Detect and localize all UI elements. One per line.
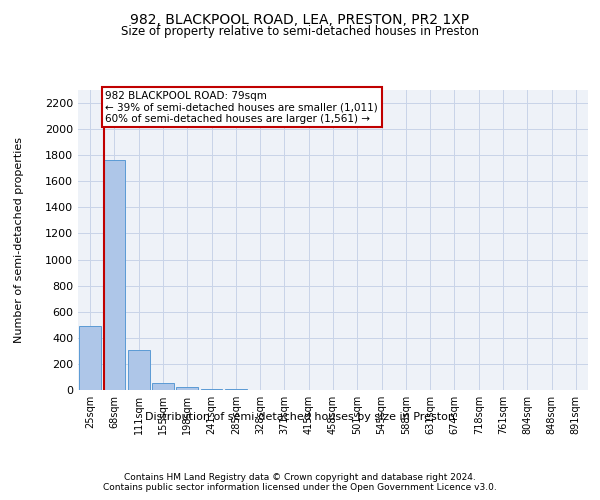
Text: Size of property relative to semi-detached houses in Preston: Size of property relative to semi-detach… bbox=[121, 25, 479, 38]
Text: Contains HM Land Registry data © Crown copyright and database right 2024.: Contains HM Land Registry data © Crown c… bbox=[124, 472, 476, 482]
Bar bbox=[128, 350, 149, 390]
Bar bbox=[200, 388, 223, 390]
Bar bbox=[79, 326, 101, 390]
Text: 982 BLACKPOOL ROAD: 79sqm
← 39% of semi-detached houses are smaller (1,011)
60% : 982 BLACKPOOL ROAD: 79sqm ← 39% of semi-… bbox=[106, 90, 378, 124]
Text: Distribution of semi-detached houses by size in Preston: Distribution of semi-detached houses by … bbox=[145, 412, 455, 422]
Y-axis label: Number of semi-detached properties: Number of semi-detached properties bbox=[14, 137, 25, 343]
Bar bbox=[176, 386, 198, 390]
Bar bbox=[104, 160, 125, 390]
Text: 982, BLACKPOOL ROAD, LEA, PRESTON, PR2 1XP: 982, BLACKPOOL ROAD, LEA, PRESTON, PR2 1… bbox=[130, 12, 470, 26]
Text: Contains public sector information licensed under the Open Government Licence v3: Contains public sector information licen… bbox=[103, 484, 497, 492]
Bar bbox=[152, 384, 174, 390]
Bar bbox=[225, 388, 247, 390]
